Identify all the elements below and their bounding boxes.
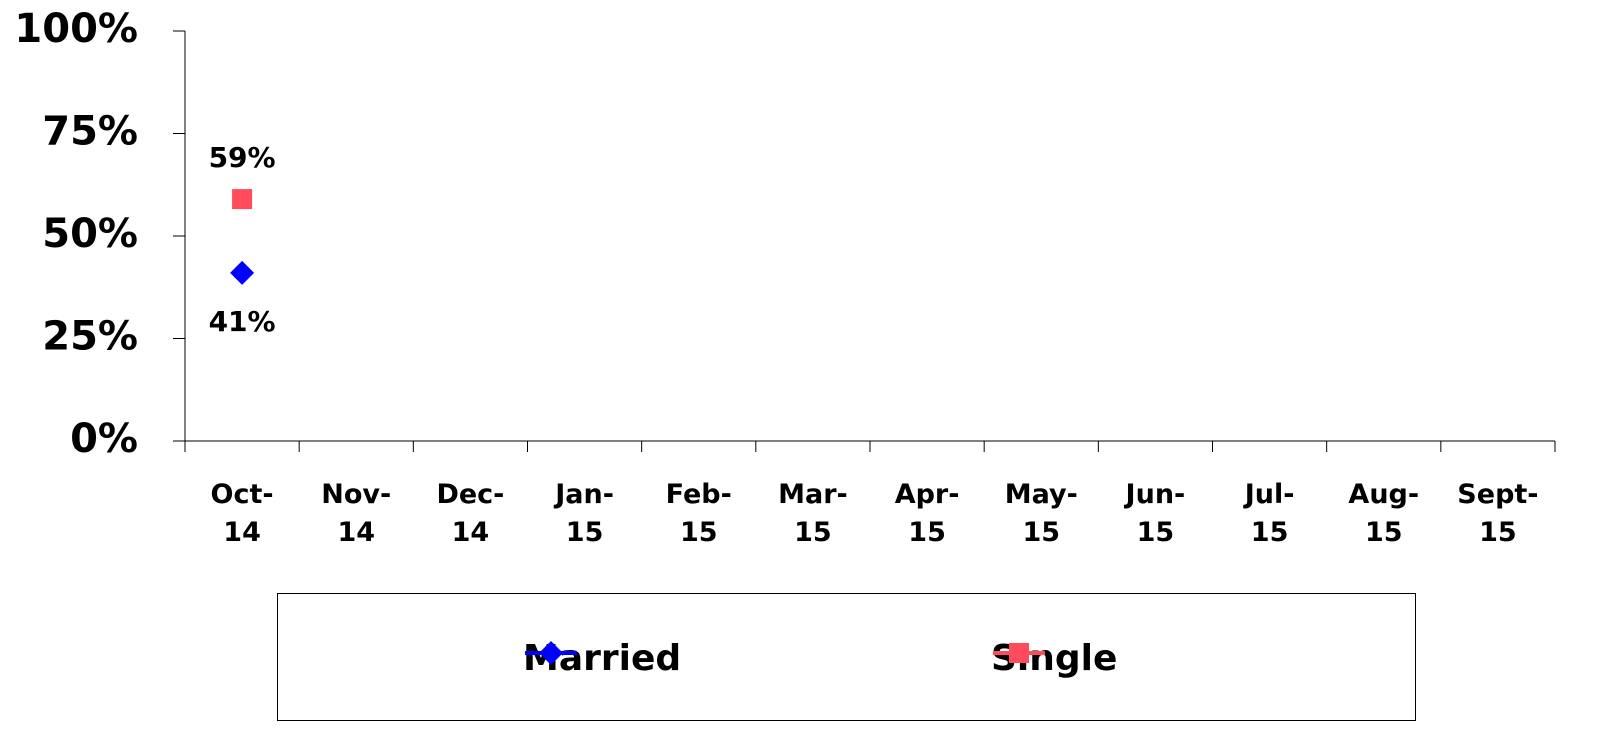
- x-tick-label: Jul-15: [1244, 479, 1295, 548]
- x-tick-label: May-15: [1004, 479, 1078, 548]
- x-tick-label: Feb-15: [665, 479, 732, 548]
- x-tick-label: Oct-14: [210, 479, 274, 548]
- y-tick-label: 0%: [70, 416, 138, 462]
- data-point: [230, 260, 255, 285]
- x-tick-label: Nov-14: [321, 479, 392, 548]
- x-tick-label: Dec-14: [436, 479, 505, 548]
- data-label: 59%: [209, 141, 276, 174]
- legend-swatch: [993, 643, 1045, 663]
- x-tick-label: Jan-15: [555, 479, 614, 548]
- x-tick-label: Mar-15: [778, 479, 848, 548]
- y-tick-label: 50%: [42, 211, 138, 257]
- legend-swatch: [525, 641, 577, 665]
- x-tick-label: Jun-15: [1125, 479, 1186, 548]
- legend-marker: [539, 641, 563, 665]
- legend-item: Single: [991, 638, 1117, 679]
- x-tick-label: Apr-15: [894, 479, 960, 548]
- x-tick-label: Aug-15: [1348, 479, 1420, 548]
- data-point: [232, 189, 253, 210]
- x-tick-label: Sept-15: [1457, 479, 1539, 548]
- y-tick-label: 25%: [42, 314, 138, 360]
- data-label: 41%: [209, 305, 276, 338]
- y-tick-label: 75%: [42, 109, 138, 155]
- legend-marker: [1009, 643, 1029, 663]
- y-tick-label: 100%: [14, 6, 138, 52]
- legend-item: Married: [523, 638, 681, 679]
- legend: Married Single: [277, 593, 1416, 721]
